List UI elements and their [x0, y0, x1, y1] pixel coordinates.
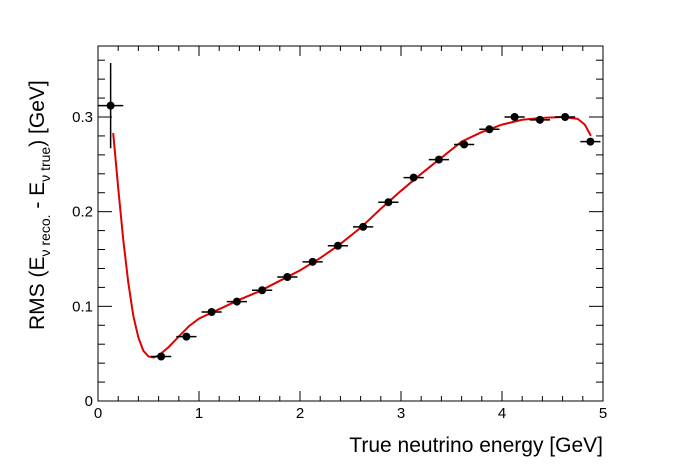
point-marker: [182, 332, 191, 341]
plot-frame: [97, 45, 604, 402]
data-point: [327, 241, 348, 250]
data-point: [302, 257, 323, 266]
x-axis-title: True neutrino energy [GeV]: [349, 434, 603, 457]
data-point: [98, 63, 124, 149]
point-marker: [308, 257, 317, 266]
point-marker: [258, 286, 267, 295]
data-points-group: [98, 63, 601, 361]
point-marker: [333, 241, 342, 250]
data-point: [176, 332, 197, 341]
data-point: [454, 140, 475, 149]
data-point: [252, 286, 273, 295]
data-point: [277, 272, 298, 281]
point-marker: [157, 352, 166, 361]
axis-ticks: [97, 46, 604, 402]
y-axis-title-sub1: ν reco.: [37, 214, 53, 256]
point-marker: [510, 113, 519, 121]
x-tick-label: 0: [94, 405, 102, 422]
point-marker: [586, 137, 595, 146]
data-point: [529, 115, 550, 124]
point-marker: [106, 101, 115, 110]
data-point: [555, 113, 576, 121]
y-tick-label: 0.2: [72, 204, 93, 221]
y-tick-label: 0.1: [72, 298, 93, 315]
point-marker: [561, 113, 570, 121]
data-point: [403, 173, 424, 182]
point-marker: [384, 198, 393, 207]
point-marker: [359, 222, 368, 231]
data-point: [151, 352, 172, 361]
y-axis-title: RMS (Eν reco. - Eν true) [GeV]: [26, 80, 53, 330]
y-tick-label: 0.3: [72, 109, 93, 126]
fit-curve-group: [112, 115, 592, 359]
x-tick-label: 1: [195, 405, 203, 422]
point-marker: [283, 272, 292, 281]
point-marker: [535, 115, 544, 124]
data-point: [378, 198, 399, 207]
x-tick-label: 5: [599, 405, 607, 422]
data-point: [201, 308, 222, 317]
fit-curve: [112, 115, 592, 359]
data-point: [479, 125, 500, 134]
x-tick-label: 2: [296, 405, 304, 422]
data-point: [580, 137, 601, 146]
point-marker: [434, 155, 443, 164]
point-marker: [485, 125, 494, 134]
data-point: [504, 113, 525, 121]
point-marker: [409, 173, 418, 182]
point-marker: [232, 297, 241, 306]
data-point: [428, 155, 449, 164]
y-axis-title-sub2: ν true: [37, 147, 53, 182]
y-axis-title-mid: - E: [26, 182, 49, 215]
tick-labels: 0 1 2 3 4 5 0 0.1 0.2 0.3: [72, 109, 607, 422]
x-tick-label: 4: [498, 405, 506, 422]
point-marker: [460, 140, 469, 149]
y-tick-label: 0: [85, 393, 93, 410]
y-axis-title-suffix: ) [GeV]: [26, 80, 49, 147]
data-point: [226, 297, 247, 306]
point-marker: [207, 308, 216, 317]
y-axis-title-prefix: RMS (E: [26, 257, 49, 331]
x-tick-label: 3: [397, 405, 405, 422]
data-point: [353, 222, 374, 231]
